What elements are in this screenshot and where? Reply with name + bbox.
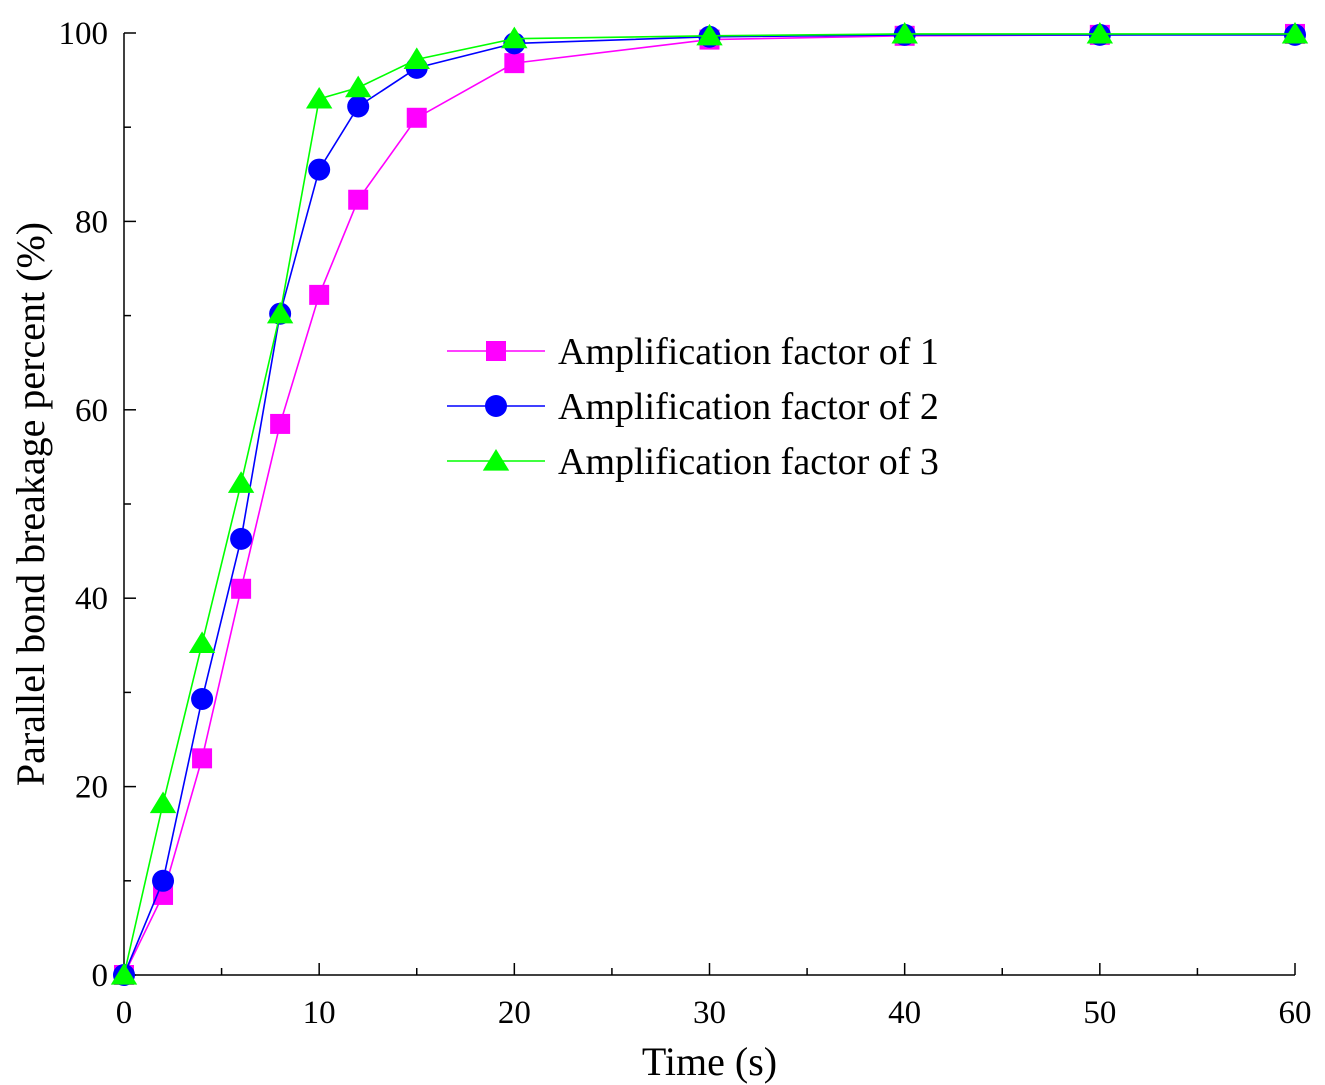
series-layer — [110, 21, 1309, 986]
legend-item-3: Amplification factor of 3 — [447, 441, 939, 483]
legend-label: Amplification factor of 2 — [558, 386, 939, 428]
y-tick-label: 100 — [59, 16, 109, 52]
series-line — [123, 34, 1295, 976]
data-point — [345, 75, 372, 98]
series-line — [123, 33, 1296, 976]
x-axis-title: Time (s) — [642, 1039, 777, 1084]
series-3 — [110, 21, 1309, 985]
data-point — [188, 631, 216, 654]
data-point — [149, 791, 177, 814]
data-point — [696, 23, 723, 46]
data-point — [504, 53, 525, 74]
data-point — [191, 687, 214, 710]
legend: Amplification factor of 1 Amplification f… — [447, 331, 939, 483]
y-tick-label: 60 — [75, 393, 108, 429]
data-point — [152, 869, 175, 892]
data-point — [227, 471, 255, 493]
data-point — [403, 47, 430, 69]
x-tick-label: 40 — [888, 995, 921, 1031]
y-tick-label: 40 — [75, 581, 108, 617]
data-point — [348, 189, 369, 210]
x-tick-label: 20 — [498, 995, 531, 1031]
series-2 — [113, 23, 1306, 986]
legend-label: Amplification factor of 1 — [558, 331, 939, 373]
data-point — [305, 86, 333, 109]
x-tick-label: 50 — [1083, 995, 1116, 1031]
series-1 — [114, 23, 1305, 985]
x-tick-label: 0 — [116, 995, 133, 1031]
data-point — [309, 284, 330, 305]
legend-marker — [485, 395, 507, 417]
data-point — [891, 21, 918, 44]
legend-label: Amplification factor of 3 — [558, 441, 939, 483]
data-point — [1281, 21, 1309, 44]
data-point — [266, 301, 294, 324]
x-tick-label: 60 — [1279, 995, 1312, 1031]
legend-item-2: Amplification factor of 2 — [447, 386, 939, 428]
data-point — [1086, 21, 1114, 44]
y-tick-label: 0 — [92, 958, 109, 994]
data-point — [230, 527, 253, 550]
y-axis-title: Parallel bond breakage percent (%) — [8, 222, 53, 786]
data-point — [192, 748, 213, 769]
legend-marker — [482, 449, 510, 471]
legend-marker — [486, 341, 506, 361]
axes: 0 10 20 30 40 50 60 0 20 40 60 80 100 — [59, 16, 1312, 1031]
legend-item-1: Amplification factor of 1 — [447, 331, 939, 373]
y-tick-label: 20 — [75, 770, 108, 806]
series-line — [123, 33, 1295, 976]
data-point — [270, 413, 291, 434]
data-point — [231, 578, 252, 599]
data-point — [501, 26, 528, 49]
data-point — [110, 963, 138, 985]
data-point — [347, 95, 370, 118]
x-tick-label: 10 — [303, 995, 336, 1031]
x-tick-label: 30 — [693, 995, 726, 1031]
data-point — [308, 158, 331, 181]
y-tick-label: 80 — [75, 204, 108, 240]
data-point — [406, 107, 427, 128]
